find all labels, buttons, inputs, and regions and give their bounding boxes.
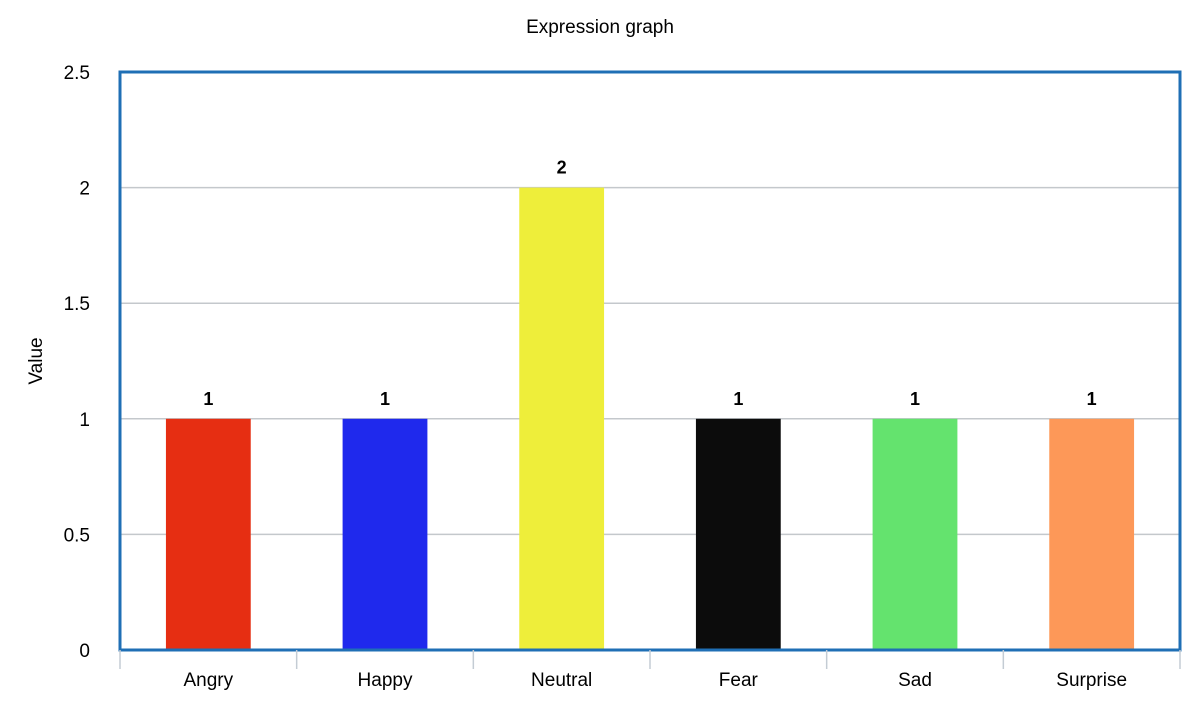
y-tick-label: 2: [79, 179, 90, 200]
data-label: 2: [557, 158, 567, 178]
data-label: 1: [203, 389, 213, 409]
data-labels: 1 1 2 1 1 1: [203, 158, 1096, 409]
grid-lines: [120, 186, 1180, 536]
y-tick-label: 1.5: [64, 294, 90, 315]
x-tick-label: Angry: [184, 670, 234, 691]
bars: [165, 187, 1135, 650]
y-axis: 0 0.5 1 1.5 2 2.5: [64, 63, 90, 662]
y-axis-label: Value: [26, 337, 47, 384]
data-label: 1: [380, 389, 390, 409]
data-label: 1: [1087, 389, 1097, 409]
y-tick-label: 0.5: [64, 525, 90, 546]
x-axis: Angry Happy Neutral Fear Sad Surprise: [119, 650, 1181, 691]
x-tick-label: Sad: [898, 670, 932, 691]
data-label: 1: [733, 389, 743, 409]
x-tick-label: Happy: [358, 670, 413, 691]
x-tick-label: Surprise: [1056, 670, 1127, 691]
x-tick-label: Neutral: [531, 670, 592, 691]
x-tick-label: Fear: [719, 670, 759, 691]
y-tick-label: 1: [79, 410, 90, 431]
chart-title: Expression graph: [526, 17, 674, 38]
bar: [1049, 418, 1135, 650]
plot-frame: [118, 70, 1182, 652]
y-tick-label: 2.5: [64, 63, 90, 84]
bar: [519, 187, 605, 650]
y-tick-label: 0: [79, 641, 90, 662]
data-label: 1: [910, 389, 920, 409]
bar: [342, 418, 428, 650]
bar: [695, 418, 781, 650]
bar: [165, 418, 251, 650]
bar: [872, 418, 958, 650]
